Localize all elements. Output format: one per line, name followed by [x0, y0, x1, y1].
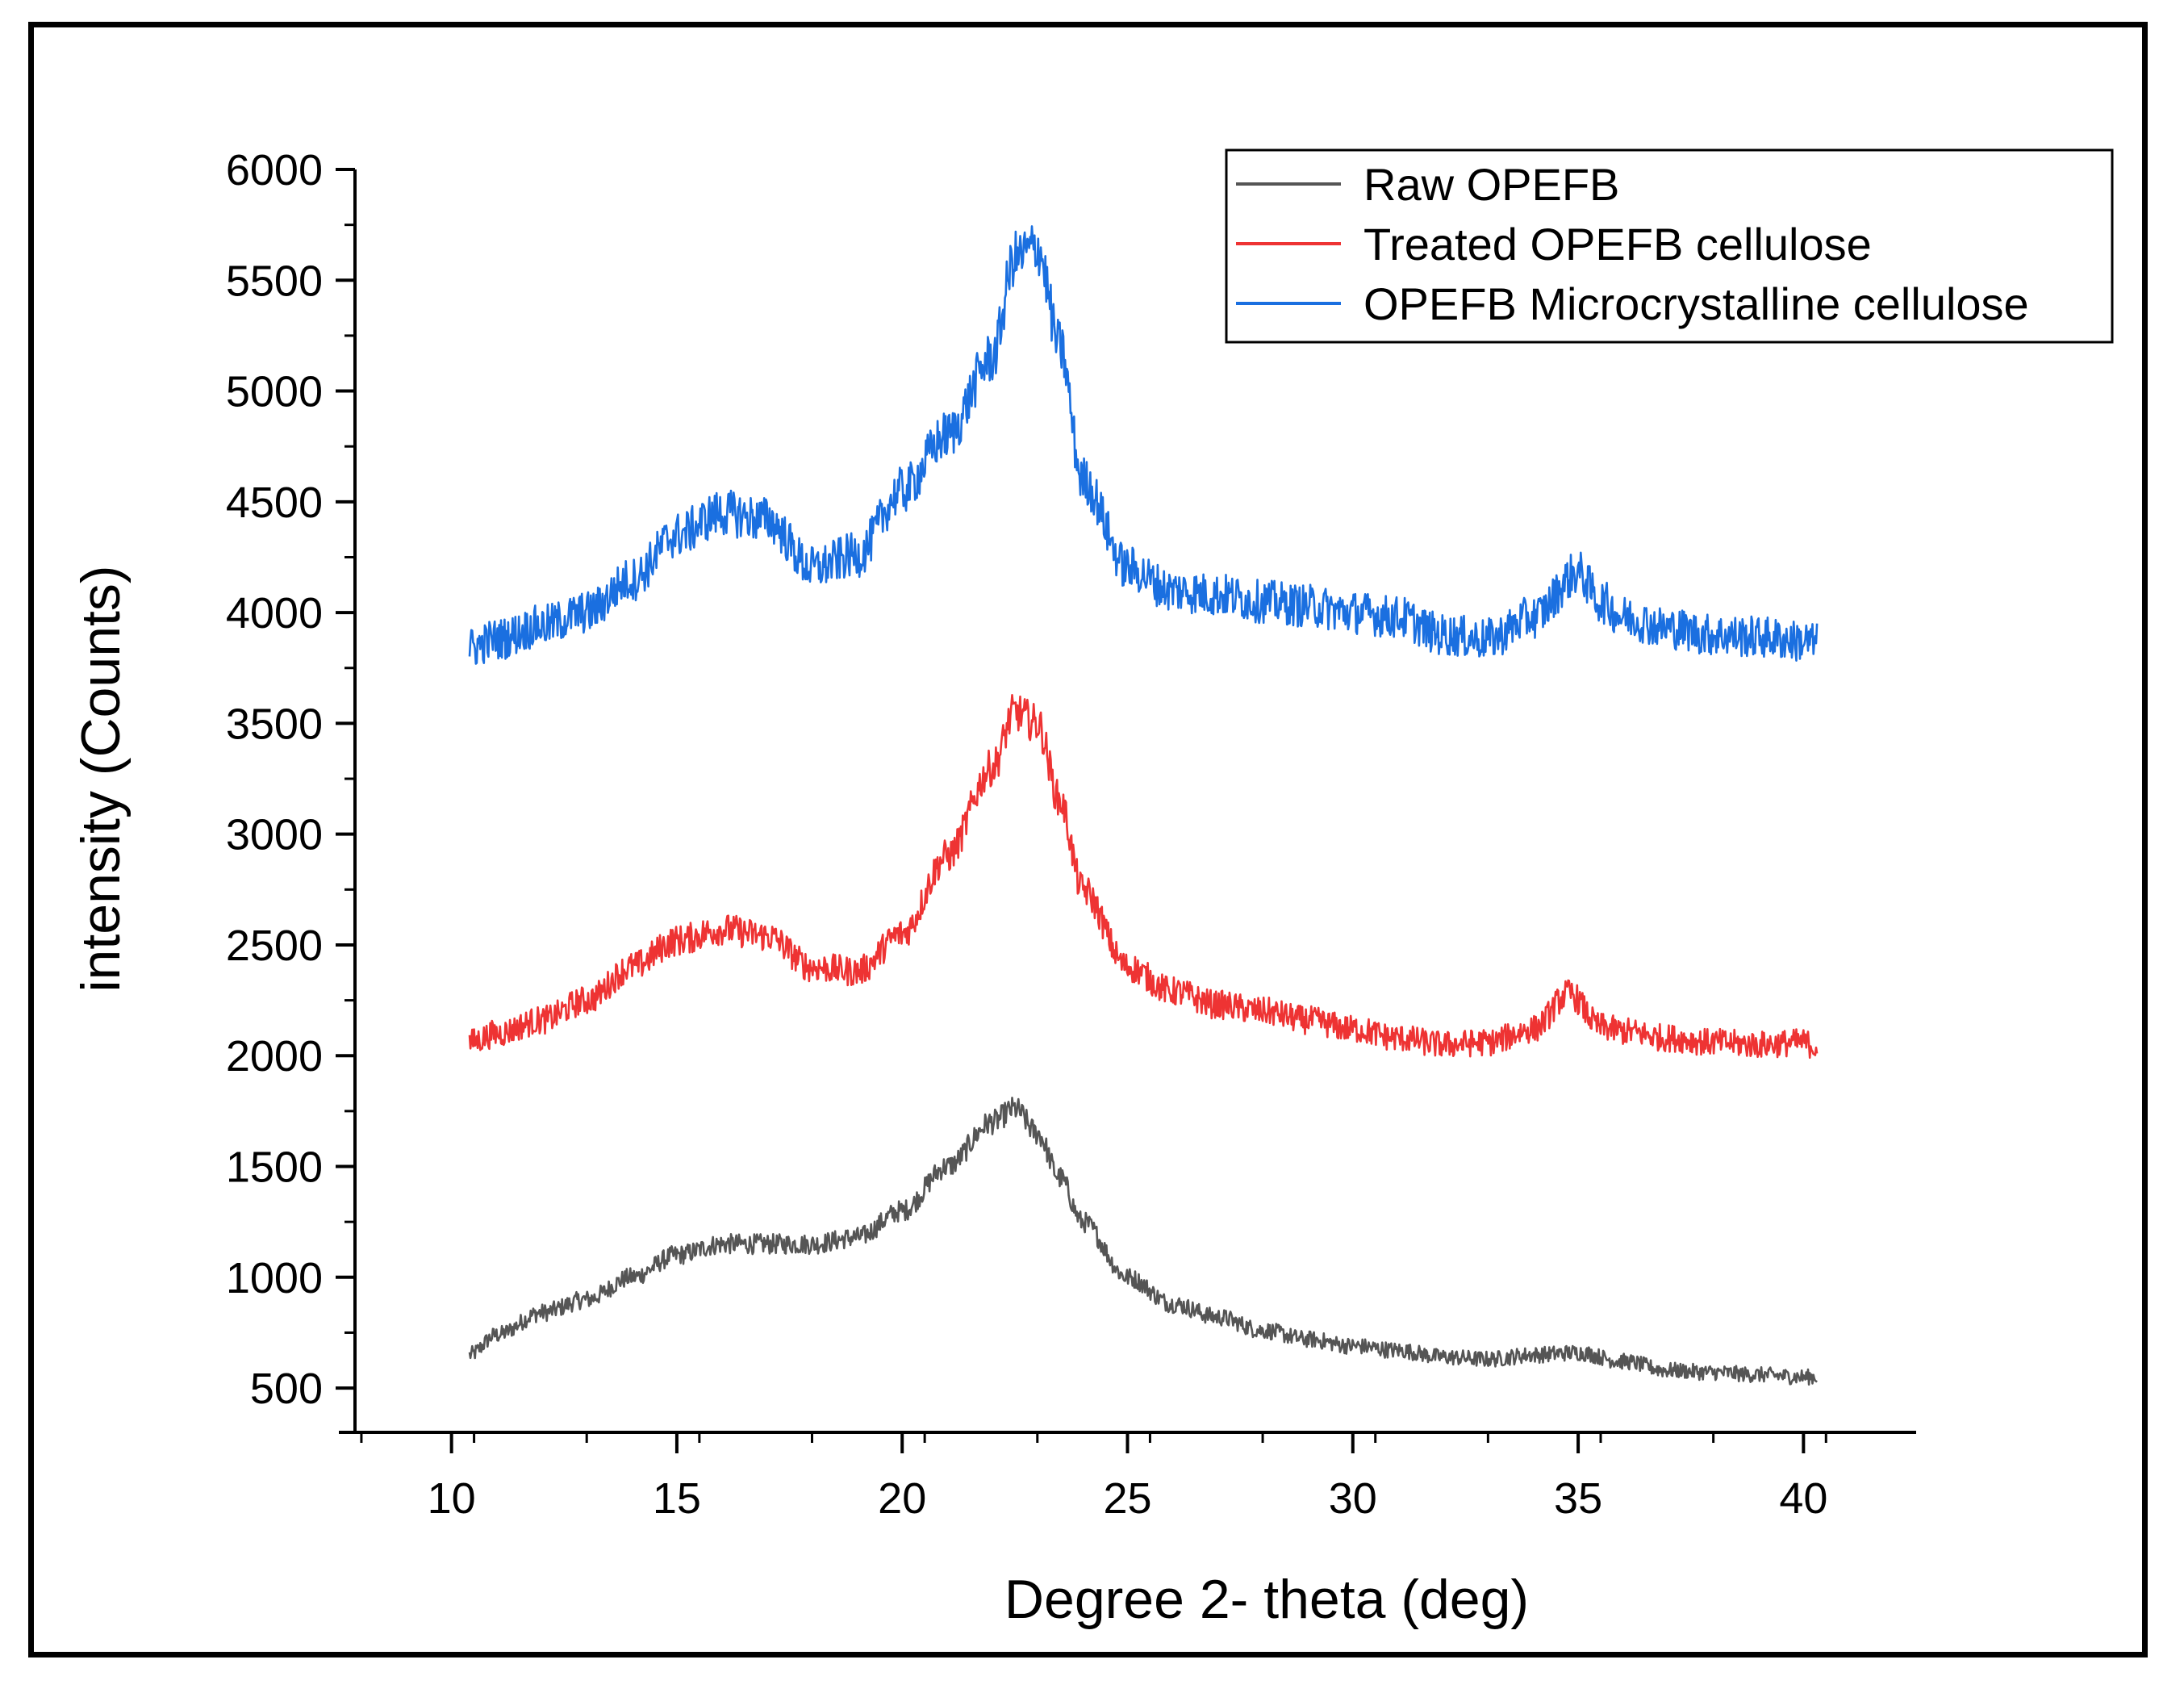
legend: Raw OPEFB Treated OPEFB cellulose OPEFB Mi…	[1225, 148, 2114, 344]
y-tick-label: 5000	[226, 368, 323, 416]
x-tick-label: 35	[1554, 1474, 1602, 1523]
x-tick-label: 25	[1103, 1474, 1151, 1523]
x-tick-label: 30	[1329, 1474, 1377, 1523]
y-tick-label: 3000	[226, 811, 323, 859]
x-axis: 10 15 20 25 30 35 40	[339, 1431, 1916, 1523]
y-tick-label: 3500	[226, 700, 323, 748]
y-tick-label: 4500	[226, 479, 323, 527]
series-line-1	[468, 1097, 1818, 1386]
x-tick-label: 10	[428, 1474, 476, 1523]
figure-frame	[28, 22, 2148, 1657]
x-tick-label: 15	[653, 1474, 701, 1523]
y-tick-label: 1000	[226, 1254, 323, 1302]
legend-box	[1225, 148, 2114, 344]
legend-label: OPEFB Microcrystalline cellulose	[1363, 278, 2029, 329]
legend-label: Treated OPEFB cellulose	[1363, 219, 1872, 270]
x-tick-label: 40	[1779, 1474, 1827, 1523]
series-layer	[468, 225, 1819, 1386]
y-tick-label: 2000	[226, 1032, 323, 1081]
legend-label: Raw OPEFB	[1363, 159, 1619, 210]
x-axis-title: Degree 2- theta (deg)	[1004, 1569, 1529, 1630]
y-tick-label: 1500	[226, 1143, 323, 1192]
series-line-3	[468, 225, 1819, 665]
y-axis-title: intensity (Counts)	[70, 565, 132, 992]
y-tick-label: 6000	[226, 146, 323, 194]
y-axis: 500 1000 1500 2000 2500 3000 3500 4000 4500 5000 5…	[226, 146, 357, 1434]
y-tick-label: 500	[250, 1365, 323, 1413]
series-line-2	[468, 694, 1819, 1060]
y-tick-label: 2500	[226, 922, 323, 970]
y-tick-label: 5500	[226, 257, 323, 305]
y-tick-label: 4000	[226, 589, 323, 637]
x-tick-label: 20	[878, 1474, 926, 1523]
